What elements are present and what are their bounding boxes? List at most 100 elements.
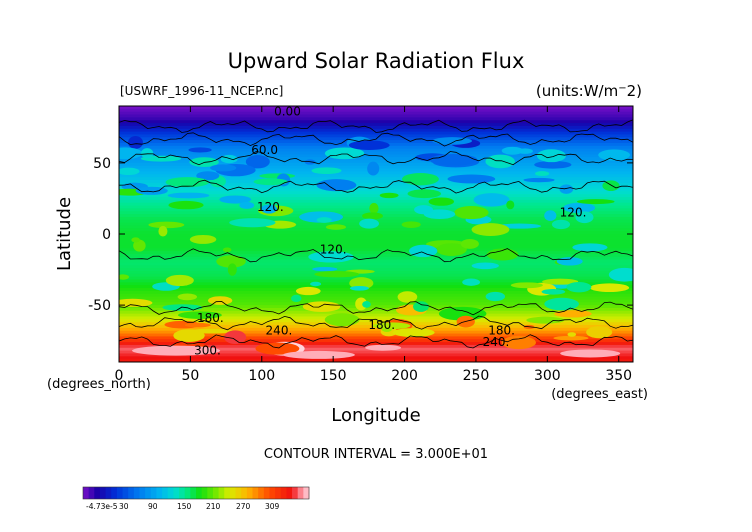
flux-band	[119, 245, 633, 249]
flux-patch	[141, 148, 154, 159]
flux-patch	[148, 221, 185, 229]
contour-label: 180.	[197, 311, 224, 325]
flux-patch	[165, 177, 210, 188]
colorbar-swatch	[263, 487, 270, 499]
flux-patch	[311, 167, 342, 175]
flux-band	[119, 302, 633, 306]
contour-line	[119, 119, 633, 133]
x-tick-label: 300	[534, 368, 561, 384]
flux-band	[119, 242, 633, 246]
flux-patch	[210, 164, 237, 172]
flux-band	[119, 225, 633, 229]
flux-patch	[128, 135, 143, 149]
flux-band	[119, 134, 633, 138]
contour-label: 0.00	[274, 105, 301, 119]
flux-patch	[523, 177, 555, 183]
colorbar-swatch	[167, 487, 174, 499]
flux-patch	[497, 223, 542, 229]
flux-patch	[471, 223, 510, 237]
colorbar-tick-label: -4.73e-5	[86, 502, 118, 511]
colorbar-swatch	[258, 487, 265, 499]
colorbar-swatch	[246, 487, 253, 499]
flux-band	[119, 154, 633, 158]
flux-patch	[369, 202, 379, 214]
colorbar-swatch	[292, 487, 299, 499]
flux-band	[119, 148, 633, 153]
flux-patch	[188, 147, 212, 153]
colorbar-swatch	[201, 487, 208, 499]
x-tick-label: 200	[391, 368, 418, 384]
flux-band	[119, 290, 633, 295]
flux-patch	[462, 278, 481, 286]
flux-patch	[219, 195, 252, 204]
colorbar-swatch	[297, 487, 304, 499]
flux-band	[119, 350, 633, 355]
flux-patch	[510, 282, 543, 289]
flux-patch	[501, 335, 536, 350]
x-tick-label: 350	[605, 368, 632, 384]
flux-band	[119, 177, 633, 181]
colorbar-tick-label: 270	[236, 502, 251, 511]
flux-patch	[460, 238, 479, 249]
flux-patch	[542, 278, 579, 285]
y-tick-label: 0	[102, 227, 111, 243]
flux-band	[119, 296, 633, 301]
flux-patch	[586, 326, 613, 339]
flux-patch	[485, 291, 506, 302]
contour-label: 300.	[194, 344, 221, 358]
flux-patch	[608, 267, 633, 282]
flux-band	[119, 236, 633, 241]
flux-band	[119, 234, 633, 238]
colorbar-swatch	[116, 487, 124, 499]
flux-patch	[227, 263, 237, 276]
x-tick-label: 150	[320, 368, 347, 384]
flux-patch	[168, 200, 204, 210]
flux-patch	[575, 211, 594, 224]
flux-patch	[224, 330, 247, 345]
flux-patch	[165, 274, 194, 287]
colorbar-tick-label: 90	[148, 502, 158, 511]
colorbar-swatch	[286, 487, 293, 499]
contour-line	[119, 179, 633, 194]
flux-patch	[291, 294, 302, 303]
flux-patch	[299, 211, 344, 223]
flux-band	[119, 288, 633, 292]
flux-patch	[119, 167, 140, 176]
flux-patch	[348, 140, 390, 151]
colorbar-swatch	[122, 487, 129, 499]
flux-patch	[372, 322, 411, 330]
flux-patch	[535, 171, 550, 177]
flux-band	[119, 199, 633, 204]
flux-band	[119, 327, 633, 332]
flux-patch	[473, 193, 510, 207]
flux-patch	[413, 301, 429, 312]
flux-band	[119, 285, 633, 289]
flux-band	[119, 179, 633, 184]
file-label: [USWRF_1996-11_NCEP.nc]	[120, 84, 283, 98]
flux-patch	[359, 218, 379, 229]
flux-band	[119, 188, 633, 192]
colorbar-swatch	[303, 487, 310, 499]
flux-patch	[485, 154, 515, 169]
flux-patch	[526, 316, 565, 324]
flux-patch	[544, 210, 557, 221]
flux-patch	[428, 197, 454, 206]
x-axis: 0 50 100 150 200 250 300 350	[115, 106, 632, 384]
colorbar-swatch	[190, 487, 197, 499]
colorbar-swatch	[150, 487, 157, 499]
flux-patch	[216, 255, 246, 268]
flux-patch	[316, 217, 332, 223]
flux-patch	[447, 174, 496, 184]
flux-patch	[119, 147, 143, 160]
flux-patch	[312, 266, 338, 272]
flux-band	[119, 268, 633, 272]
colorbar-swatch	[133, 487, 140, 499]
flux-patch	[402, 173, 439, 186]
flux-patch	[598, 149, 631, 161]
flux-band	[119, 279, 633, 283]
flux-band	[119, 353, 633, 357]
x-tick-label: 250	[463, 368, 490, 384]
contour-lines	[119, 119, 633, 349]
units-label: (units:W/m−2)	[536, 82, 642, 100]
